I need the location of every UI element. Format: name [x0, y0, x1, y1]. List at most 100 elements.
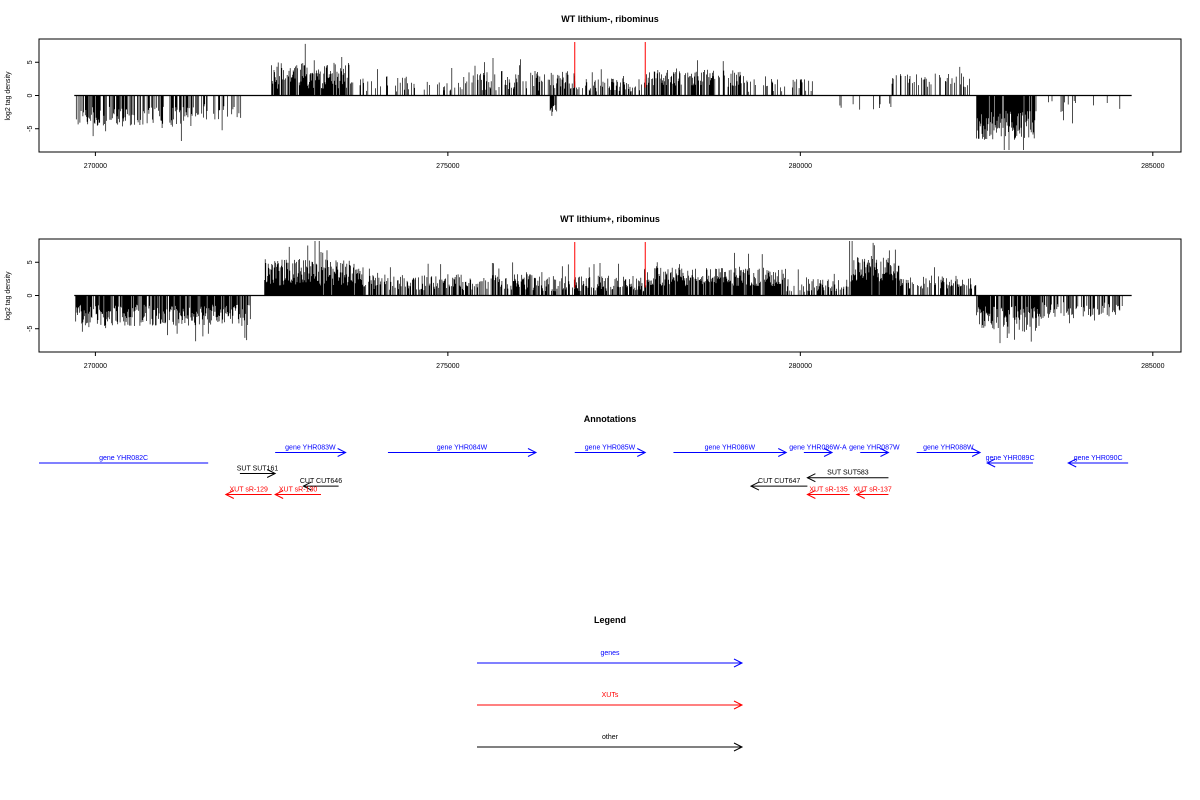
legend-label: genes [600, 650, 620, 657]
panel-title: WT lithium-, ribominus [561, 14, 659, 24]
density-segment [574, 263, 645, 296]
annotation-gene: gene YHR086W-A [789, 445, 847, 457]
x-ticks: 270000 275000 280000 285000 [84, 152, 1165, 170]
density-segment [839, 95, 892, 110]
arrowhead-icon [733, 700, 744, 710]
x-tick-label: 275000 [436, 163, 459, 170]
annotation-gene: gene YHR083W [275, 445, 347, 457]
density-segment [976, 295, 1040, 344]
density-segment [574, 69, 645, 96]
annotation-label: gene YHR084W [437, 445, 488, 452]
density-segment [468, 58, 575, 96]
x-tick-label: 270000 [84, 163, 107, 170]
density-segment [899, 267, 977, 296]
x-ticks: 270000 275000 280000 285000 [84, 352, 1165, 370]
annotation-label: XUT sR-130 [279, 487, 317, 494]
arrowhead-icon [266, 469, 277, 478]
arrowhead-icon [637, 448, 647, 457]
density-segment [891, 66, 970, 96]
annotation-label: SUT SUT161 [237, 466, 279, 473]
density-bars [74, 43, 1132, 150]
annotation-label: XUT sR-129 [230, 487, 268, 494]
density-segment [539, 264, 575, 296]
legend-item-xut: XUTs [477, 692, 744, 710]
y-axis-label: log2 tag density [5, 271, 12, 321]
arrowhead-icon [986, 458, 996, 468]
annotation-label: gene YHR090C [1074, 455, 1123, 462]
arrowhead-icon [971, 448, 982, 457]
arrowhead-icon [749, 481, 760, 491]
x-tick-label: 275000 [436, 363, 459, 370]
density-segment [849, 241, 900, 296]
annotation-other: SUT SUT161 [237, 466, 279, 478]
annotation-xut: XUT sR-129 [224, 487, 272, 499]
arrowhead-icon [823, 448, 834, 457]
density-segment [744, 76, 813, 96]
arrowhead-icon [302, 481, 312, 491]
legend-item-gene: genes [477, 650, 744, 668]
annotation-xut: XUT sR-130 [274, 487, 321, 499]
x-tick-label: 285000 [1141, 163, 1164, 170]
density-segment [264, 241, 364, 296]
annotation-other: SUT SUT583 [806, 470, 889, 483]
legend-label: other [602, 734, 619, 741]
density-segment [75, 295, 251, 342]
arrowhead-icon [733, 742, 744, 752]
annotation-label: XUT sR-135 [809, 487, 847, 494]
density-segment [75, 95, 200, 141]
density-segment [786, 269, 849, 296]
density-segment [363, 262, 539, 296]
arrowhead-icon [274, 490, 284, 499]
arrowhead-icon [806, 490, 816, 499]
annotations-title: Annotations [584, 414, 637, 424]
y-tick-label: 5 [27, 60, 34, 64]
x-tick-label: 285000 [1141, 363, 1164, 370]
density-segment [644, 60, 744, 96]
annotation-label: gene YHR088W [923, 445, 974, 452]
annotation-label: CUT CUT647 [758, 478, 800, 485]
y-axis-label: log2 tag density [5, 71, 12, 121]
annotations-track: Annotations gene YHR082C gene YHR083W gene… [39, 414, 1129, 499]
annotation-label: gene YHR086W [705, 445, 756, 452]
y-tick-label: 0 [27, 93, 34, 97]
annotation-label: SUT SUT583 [827, 470, 869, 477]
annotation-gene: gene YHR086W [673, 445, 788, 457]
density-segment [271, 43, 350, 96]
annotation-xut: XUT sR-135 [806, 487, 850, 499]
annotation-xut: XUT sR-137 [853, 487, 892, 499]
annotation-gene: gene YHR088W [916, 445, 982, 457]
annotation-gene: gene YHR087W [849, 445, 900, 457]
annotation-label: gene YHR085W [585, 445, 636, 452]
y-ticks: -5 0 5 [27, 260, 39, 332]
arrowhead-icon [224, 490, 235, 499]
marker-lines [574, 242, 646, 288]
density-segment [201, 95, 242, 131]
panel-title: WT lithium+, ribominus [560, 214, 660, 224]
legend-item-other: other [477, 734, 744, 752]
density-segment [1040, 295, 1123, 324]
arrowhead-icon [880, 448, 890, 457]
arrowhead-icon [778, 448, 788, 457]
density-segment [644, 252, 786, 296]
annotation-label: CUT CUT646 [300, 478, 342, 485]
annotation-other: CUT CUT647 [749, 478, 808, 491]
density-panel-lithium-plus: WT lithium+, ribominus log2 tag density … [5, 214, 1182, 370]
annotation-gene: gene YHR089C [986, 455, 1035, 468]
arrowhead-icon [806, 473, 816, 483]
annotation-label: gene YHR082C [99, 455, 148, 462]
annotation-gene: gene YHR082C [39, 455, 209, 464]
density-segment [549, 95, 558, 116]
y-tick-label: -5 [27, 326, 34, 332]
x-tick-label: 280000 [789, 163, 812, 170]
y-tick-label: 5 [27, 260, 34, 264]
annotation-label: gene YHR086W-A [789, 445, 847, 452]
legend-title: Legend [594, 615, 626, 625]
density-segment [350, 68, 468, 96]
arrowhead-icon [337, 448, 347, 457]
density-panel-lithium-minus: WT lithium-, ribominus log2 tag density … [5, 14, 1182, 170]
arrowhead-icon [855, 490, 865, 499]
annotation-other: CUT CUT646 [300, 478, 342, 491]
x-tick-label: 270000 [84, 363, 107, 370]
y-ticks: -5 0 5 [27, 60, 39, 132]
